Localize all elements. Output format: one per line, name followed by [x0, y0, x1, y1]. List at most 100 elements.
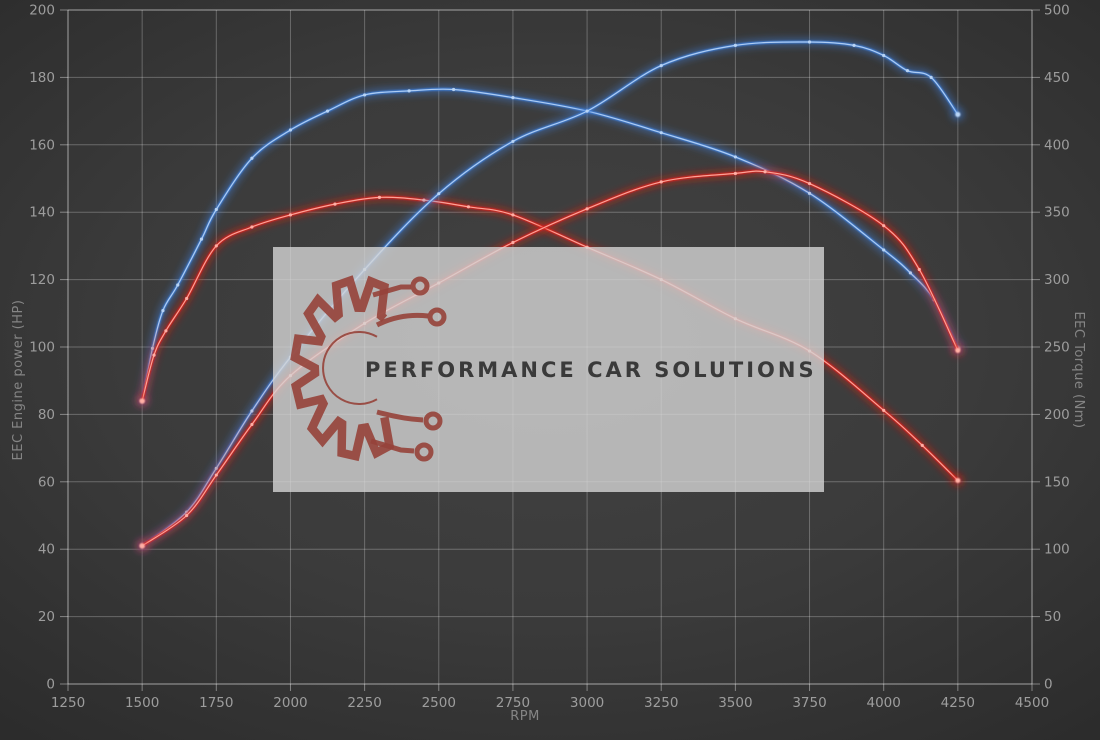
data-point — [185, 513, 189, 518]
data-point — [437, 192, 441, 196]
data-point — [659, 180, 663, 184]
tick-label: 100 — [1044, 542, 1070, 558]
x-axis-title: RPM — [510, 709, 540, 724]
tick-label: 350 — [1044, 205, 1070, 221]
tick-label: 2500 — [422, 695, 456, 711]
data-point — [807, 181, 812, 186]
watermark-panel: PERFORMANCE CAR SOLUTIONS — [273, 247, 824, 492]
data-point — [288, 128, 293, 132]
data-point — [152, 353, 156, 357]
data-point — [363, 93, 367, 97]
data-point — [733, 43, 737, 47]
axis-tick-labels: 0204060801001201401601802000501001502002… — [29, 3, 1070, 712]
tick-label: 1250 — [51, 695, 85, 711]
tick-label: 100 — [29, 340, 55, 356]
tick-label: 400 — [1044, 137, 1070, 153]
tick-label: 200 — [29, 3, 55, 19]
data-point — [917, 267, 921, 272]
tick-label: 2000 — [273, 695, 307, 711]
left-axis-title: EEC Engine power (HP) — [11, 299, 26, 461]
tick-label: 450 — [1044, 70, 1070, 86]
gear-outline — [290, 275, 447, 462]
data-point — [250, 156, 254, 160]
data-point — [288, 213, 293, 217]
dyno-curves — [136, 38, 964, 552]
data-point — [199, 237, 204, 241]
data-point — [511, 240, 515, 245]
tick-label: 80 — [38, 407, 55, 423]
data-point — [733, 171, 737, 176]
tick-label: 140 — [29, 205, 55, 221]
data-point — [585, 207, 589, 211]
tick-label: 120 — [29, 272, 55, 288]
data-point — [807, 40, 812, 44]
tick-label: 3250 — [644, 695, 678, 711]
data-point — [161, 309, 165, 313]
data-point — [882, 248, 886, 252]
data-point — [250, 225, 254, 229]
data-point — [333, 202, 337, 206]
tick-label: 2750 — [496, 695, 530, 711]
data-point — [882, 408, 886, 412]
data-point — [908, 271, 912, 275]
data-point — [929, 75, 933, 79]
watermark-brand-text: PERFORMANCE CAR SOLUTIONS — [365, 357, 817, 382]
data-point — [585, 109, 589, 113]
tick-label: 4250 — [941, 695, 975, 711]
tick-label: 3750 — [792, 695, 826, 711]
data-point — [176, 283, 180, 287]
tick-label: 40 — [38, 542, 55, 558]
data-point — [511, 96, 515, 100]
data-point — [511, 213, 515, 217]
data-point — [325, 109, 330, 113]
tick-label: 1500 — [125, 695, 159, 711]
tick-label: 50 — [1044, 609, 1061, 625]
tick-label: 300 — [1044, 272, 1070, 288]
tick-label: 4500 — [1015, 695, 1049, 711]
tick-label: 4000 — [867, 695, 901, 711]
data-point — [659, 64, 663, 68]
tick-label: 20 — [38, 609, 55, 625]
tick-label: 3500 — [718, 695, 752, 711]
right-axis-title: EEC Torque (Nm) — [1071, 311, 1086, 429]
data-point — [377, 195, 382, 199]
data-point — [250, 409, 254, 413]
tick-label: 150 — [1044, 474, 1070, 490]
data-point — [920, 443, 924, 448]
data-point — [763, 170, 767, 174]
tick-label: 500 — [1044, 3, 1070, 19]
tick-label: 180 — [29, 70, 55, 86]
data-point — [807, 191, 812, 195]
data-point — [185, 296, 189, 301]
data-point — [659, 131, 663, 135]
data-point — [466, 205, 471, 209]
axis-tick-marks — [60, 9, 1040, 691]
data-point — [422, 198, 426, 202]
tick-label: 1750 — [199, 695, 233, 711]
data-point — [511, 139, 515, 144]
tick-label: 3000 — [570, 695, 604, 711]
gear-circuit-logo-icon — [290, 275, 447, 462]
tick-label: 0 — [46, 677, 55, 693]
data-point — [882, 224, 886, 228]
data-point — [882, 53, 886, 58]
data-point — [214, 473, 218, 477]
tick-label: 60 — [38, 474, 55, 490]
data-point — [214, 244, 218, 248]
data-point — [905, 69, 910, 73]
data-point — [164, 329, 168, 333]
data-point — [733, 155, 737, 159]
data-point — [852, 43, 856, 47]
data-point — [407, 89, 411, 93]
curve-red_power — [136, 167, 964, 552]
axis-frame — [67, 9, 1033, 685]
tick-label: 250 — [1044, 340, 1070, 356]
data-point — [452, 87, 456, 92]
tick-label: 2250 — [347, 695, 381, 711]
tick-label: 160 — [29, 137, 55, 153]
tick-label: 200 — [1044, 407, 1070, 423]
tick-label: 0 — [1044, 677, 1053, 693]
data-point — [250, 422, 254, 427]
